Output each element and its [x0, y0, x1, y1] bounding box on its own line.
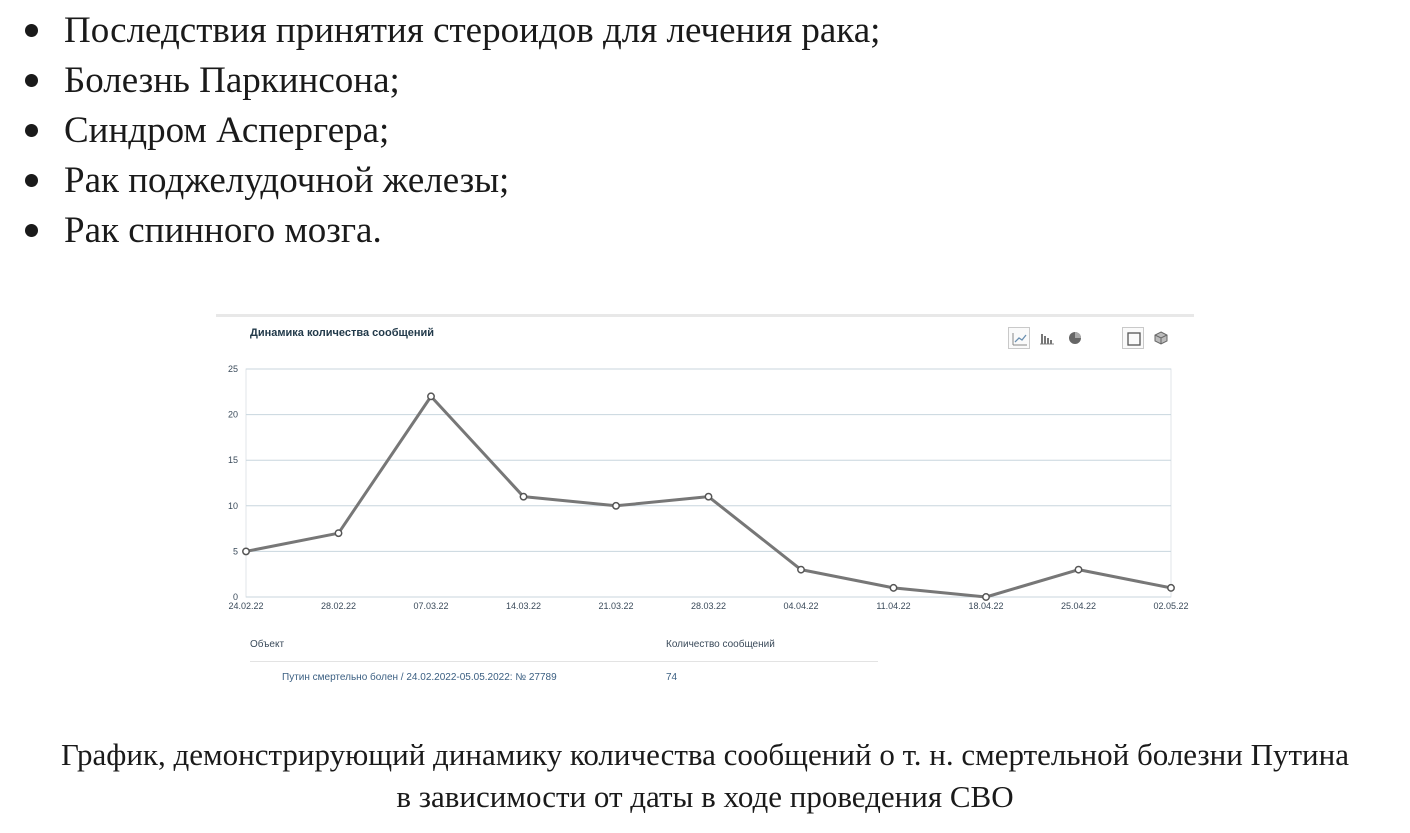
bullet-text: Болезнь Паркинсона;: [64, 60, 400, 101]
data-point[interactable]: [889, 583, 898, 592]
data-point[interactable]: [797, 565, 805, 574]
table-row[interactable]: Путин смертельно болен / 24.02.2022-05.0…: [250, 662, 878, 694]
legend-table: Объект Количество сообщений Путин смерте…: [250, 635, 878, 694]
flat-view-icon[interactable]: [1122, 327, 1144, 349]
bullet-item: Синдром Аспергера;: [0, 108, 880, 158]
column-header-object: Объект: [250, 639, 285, 650]
bar-chart-icon[interactable]: [1036, 327, 1058, 349]
bullet-dot-icon: [25, 74, 38, 87]
chart-grid: [245, 368, 1172, 598]
y-tick-label: 10: [228, 501, 238, 511]
x-tick-label: 25.04.22: [1061, 601, 1096, 611]
bullet-dot-icon: [25, 24, 38, 37]
bullet-text: Рак поджелудочной железы;: [64, 160, 510, 201]
y-tick-label: 5: [233, 546, 238, 556]
x-tick-label: 24.02.22: [228, 601, 263, 611]
y-tick-label: 0: [233, 592, 238, 602]
x-tick-label: 14.03.22: [506, 601, 541, 611]
bullet-item: Последствия принятия стероидов для лечен…: [0, 8, 880, 58]
line-chart: 0 5 10 15 20 25 24.02.22 28.02.22 07.03.22 14.03…: [228, 364, 1189, 611]
data-point[interactable]: [612, 501, 620, 510]
bullet-dot-icon: [25, 224, 38, 237]
data-point[interactable]: [1167, 583, 1175, 592]
table-header: Объект Количество сообщений: [250, 635, 878, 662]
x-tick-label: 28.03.22: [691, 601, 726, 611]
line-chart-icon[interactable]: [1008, 327, 1030, 349]
y-axis-ticks: 0 5 10 15 20 25: [228, 364, 238, 602]
bullet-item: Рак спинного мозга.: [0, 208, 880, 258]
3d-view-icon[interactable]: [1150, 327, 1172, 349]
bullet-list: Последствия принятия стероидов для лечен…: [0, 8, 880, 258]
figure-caption: График, демонстрирующий динамику количес…: [0, 734, 1410, 818]
bullet-text: Синдром Аспергера;: [64, 110, 390, 151]
pie-chart-icon[interactable]: [1064, 327, 1086, 349]
x-tick-label: 28.02.22: [321, 601, 356, 611]
chart-figure: Динамика количества сообщений 0 5 10 15 20 25…: [216, 314, 1194, 700]
bullet-dot-icon: [25, 124, 38, 137]
plot-frame: [245, 368, 1172, 598]
bullet-text: Последствия принятия стероидов для лечен…: [64, 10, 881, 51]
chart-series: [242, 392, 1175, 601]
bullet-item: Рак поджелудочной железы;: [0, 158, 880, 208]
column-header-count: Количество сообщений: [666, 639, 775, 650]
x-axis-ticks: 24.02.22 28.02.22 07.03.22 14.03.22 21.03.22…: [228, 601, 1188, 611]
data-point[interactable]: [982, 593, 990, 601]
data-point[interactable]: [519, 492, 528, 501]
chart-title: Динамика количества сообщений: [250, 327, 435, 339]
bullet-item: Болезнь Паркинсона;: [0, 58, 880, 108]
x-tick-label: 07.03.22: [413, 601, 448, 611]
data-point[interactable]: [427, 392, 435, 401]
table-cell-count: 74: [666, 672, 678, 683]
x-tick-label: 18.04.22: [968, 601, 1003, 611]
caption-line-1: График, демонстрирующий динамику количес…: [61, 737, 1349, 772]
bullet-text: Рак спинного мозга.: [64, 210, 382, 251]
x-tick-label: 02.05.22: [1153, 601, 1188, 611]
table-cell-object[interactable]: Путин смертельно болен / 24.02.2022-05.0…: [282, 672, 557, 683]
data-point[interactable]: [704, 492, 713, 501]
x-tick-label: 21.03.22: [598, 601, 633, 611]
bullet-dot-icon: [25, 174, 38, 187]
y-tick-label: 25: [228, 364, 238, 374]
y-tick-label: 15: [228, 455, 238, 465]
data-point[interactable]: [242, 547, 250, 556]
y-tick-label: 20: [228, 410, 238, 420]
x-tick-label: 04.04.22: [783, 601, 818, 611]
x-tick-label: 11.04.22: [876, 601, 910, 611]
data-point[interactable]: [1074, 565, 1083, 574]
data-point[interactable]: [334, 529, 343, 538]
caption-line-2: в зависимости от даты в ходе проведения …: [396, 779, 1014, 814]
